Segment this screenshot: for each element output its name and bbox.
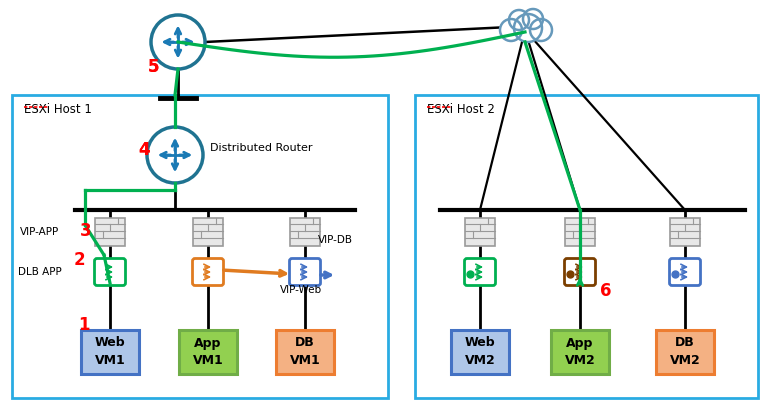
Circle shape — [514, 14, 542, 42]
FancyBboxPatch shape — [656, 330, 714, 374]
Text: Web: Web — [465, 337, 495, 350]
Text: ESXi Host 1: ESXi Host 1 — [24, 103, 92, 116]
Text: VM1: VM1 — [290, 355, 320, 368]
Text: DB: DB — [295, 337, 315, 350]
Text: 4: 4 — [138, 141, 150, 159]
Circle shape — [523, 9, 543, 29]
FancyBboxPatch shape — [290, 218, 320, 246]
Text: 6: 6 — [600, 282, 611, 300]
Circle shape — [151, 15, 205, 69]
Text: VM1: VM1 — [192, 355, 224, 368]
Text: VM2: VM2 — [565, 355, 595, 368]
FancyBboxPatch shape — [192, 259, 224, 286]
FancyBboxPatch shape — [179, 330, 237, 374]
FancyBboxPatch shape — [451, 330, 509, 374]
FancyBboxPatch shape — [565, 218, 595, 246]
Text: VIP-APP: VIP-APP — [20, 227, 60, 237]
Text: Distributed Router: Distributed Router — [210, 143, 313, 153]
FancyBboxPatch shape — [95, 218, 125, 246]
Text: App: App — [566, 337, 594, 350]
Circle shape — [500, 19, 522, 41]
FancyBboxPatch shape — [289, 259, 320, 286]
Text: 4: 4 — [138, 141, 150, 159]
Text: 1: 1 — [78, 316, 89, 334]
Text: 2: 2 — [74, 251, 85, 269]
FancyBboxPatch shape — [465, 259, 495, 286]
Circle shape — [147, 127, 203, 183]
Text: VIP-Web: VIP-Web — [280, 285, 322, 295]
Text: ESXi Host 2: ESXi Host 2 — [427, 103, 495, 116]
FancyBboxPatch shape — [465, 218, 495, 246]
Text: VIP-DB: VIP-DB — [318, 235, 353, 245]
FancyBboxPatch shape — [276, 330, 334, 374]
Text: DB: DB — [675, 337, 695, 350]
Text: 5: 5 — [148, 58, 159, 76]
Text: Web: Web — [95, 337, 125, 350]
Text: VM1: VM1 — [95, 355, 125, 368]
Text: DLB APP: DLB APP — [18, 267, 62, 277]
FancyBboxPatch shape — [193, 218, 223, 246]
FancyBboxPatch shape — [565, 259, 595, 286]
Text: 5: 5 — [148, 58, 159, 76]
FancyBboxPatch shape — [551, 330, 609, 374]
FancyBboxPatch shape — [95, 259, 125, 286]
FancyBboxPatch shape — [12, 95, 388, 398]
Circle shape — [530, 19, 552, 41]
Text: App: App — [195, 337, 222, 350]
FancyBboxPatch shape — [81, 330, 139, 374]
FancyBboxPatch shape — [670, 218, 700, 246]
FancyBboxPatch shape — [669, 259, 700, 286]
Text: 3: 3 — [80, 222, 92, 240]
Text: VM2: VM2 — [670, 355, 700, 368]
Text: VM2: VM2 — [465, 355, 495, 368]
Circle shape — [509, 10, 529, 30]
FancyBboxPatch shape — [415, 95, 758, 398]
